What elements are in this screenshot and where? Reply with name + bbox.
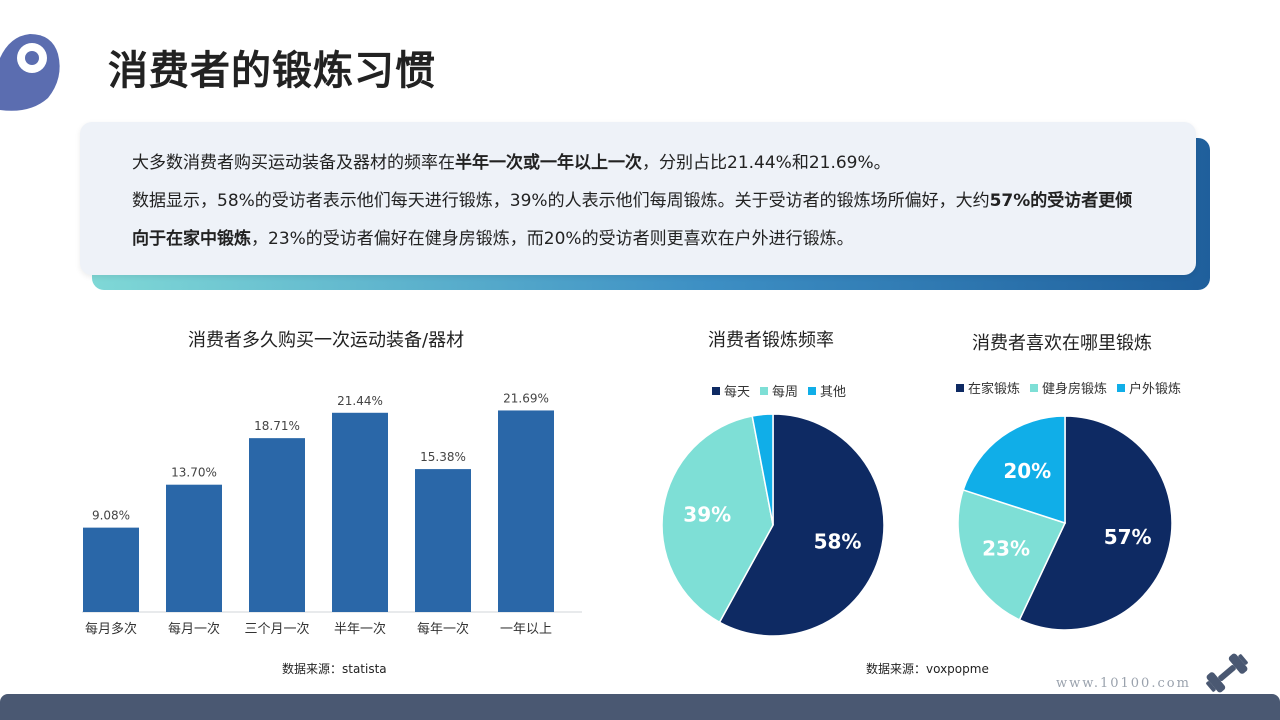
summary-line-2: 数据显示，58%的受访者表示他们每天进行锻炼，39%的人表示他们每周锻炼。关于受… (132, 182, 1146, 258)
legend-item: 健身房锻炼 (1030, 378, 1107, 397)
legend-label: 每周 (772, 385, 799, 400)
bar-value-label: 18.71% (254, 419, 300, 433)
summary-text: 数据显示，58%的受访者表示他们每天进行锻炼，39%的人表示他们每周锻炼。关于受… (132, 191, 990, 211)
pie-slice-label: 57% (1104, 525, 1152, 549)
summary-highlight: 57%的受访者更倾向于在家中锻炼 (132, 191, 1133, 249)
bar-category-label: 每月多次 (85, 621, 137, 637)
bar (415, 469, 471, 612)
dumbbell-icon (1206, 653, 1248, 693)
legend-swatch (712, 386, 720, 395)
frequency-chart-title: 消费者锻炼频率 (708, 330, 834, 351)
bar-value-label: 9.08% (92, 509, 130, 523)
pie-slice-label: 58% (814, 530, 862, 554)
legend-swatch (760, 386, 769, 395)
bar-value-label: 13.70% (171, 466, 217, 480)
legend-label: 户外锻炼 (1129, 382, 1182, 397)
legend-label: 每天 (724, 385, 751, 400)
legend-item: 每天 (712, 381, 750, 400)
legend-item: 其他 (808, 381, 846, 400)
pie-slice-label: 23% (982, 536, 1030, 560)
bar-value-label: 21.69% (503, 391, 549, 405)
summary-text: ，23%的受访者偏好在健身房锻炼，而20%的受访者则更喜欢在户外进行锻炼。 (251, 229, 854, 249)
legend-label: 其他 (820, 385, 847, 400)
brand-logo-icon (0, 34, 60, 111)
page-title: 消费者的锻炼习惯 (108, 48, 436, 94)
legend-label: 在家锻炼 (968, 382, 1021, 397)
bar-chart-title: 消费者多久购买一次运动装备/器材 (188, 330, 465, 351)
legend-item: 户外锻炼 (1117, 378, 1181, 397)
bar-chart-source: 数据来源：statista (282, 662, 387, 676)
pie-slice (1018, 415, 1173, 631)
bar-chart: 9.08% 每月多次 13.70% 每月一次 18.71% 三个月一次 21.44% 半年一次… (82, 391, 582, 637)
location-pie-chart: 57% 23% 20% (957, 415, 1173, 631)
legend-swatch (1117, 383, 1126, 392)
bar (332, 412, 388, 612)
pie-slice-label: 20% (1003, 459, 1051, 483)
bar-category-label: 三个月一次 (244, 621, 309, 637)
legend-label: 健身房锻炼 (1042, 382, 1108, 397)
legend-item: 每周 (760, 381, 798, 400)
bar (83, 527, 139, 612)
pie-slice (962, 415, 1066, 525)
pie-slice (957, 488, 1067, 621)
legend-swatch (808, 386, 817, 395)
pie-slice (718, 413, 885, 637)
bar-category-label: 一年以上 (500, 622, 552, 637)
footer-bar (0, 694, 1280, 720)
bar-category-label: 每年一次 (417, 621, 469, 637)
pie-slice (661, 415, 774, 624)
location-chart-title: 消费者喜欢在哪里锻炼 (972, 333, 1152, 354)
legend-swatch (956, 383, 964, 392)
summary-highlight: 半年一次或一年以上一次 (455, 153, 642, 173)
bar-category-label: 每月一次 (168, 621, 220, 637)
bar (249, 438, 305, 612)
pie-slice (751, 413, 774, 526)
summary-text: 大多数消费者购买运动装备及器材的频率在 (132, 153, 455, 173)
frequency-pie-chart: 58% 39% (661, 413, 885, 637)
legend-swatch (1030, 383, 1039, 392)
bar-category-label: 半年一次 (334, 621, 386, 637)
location-chart-legend: 在家锻炼 健身房锻炼 户外锻炼 (956, 378, 1181, 397)
summary-text: ，分别占比21.44%和21.69%。 (642, 153, 891, 173)
summary-line-1: 大多数消费者购买运动装备及器材的频率在半年一次或一年以上一次，分别占比21.44… (132, 144, 1146, 182)
pie-slice-label: 39% (683, 503, 731, 527)
bar (166, 484, 222, 612)
pie-chart-source: 数据来源：voxpopme (866, 662, 989, 676)
legend-item: 在家锻炼 (956, 378, 1020, 397)
summary-box: 大多数消费者购买运动装备及器材的频率在半年一次或一年以上一次，分别占比21.44… (80, 122, 1196, 275)
bar-value-label: 15.38% (420, 450, 466, 464)
frequency-chart-legend: 每天 每周 其他 (712, 381, 846, 400)
bar-value-label: 21.44% (337, 394, 383, 408)
website-url: www.10100.com (1056, 676, 1191, 691)
bar (498, 410, 554, 612)
